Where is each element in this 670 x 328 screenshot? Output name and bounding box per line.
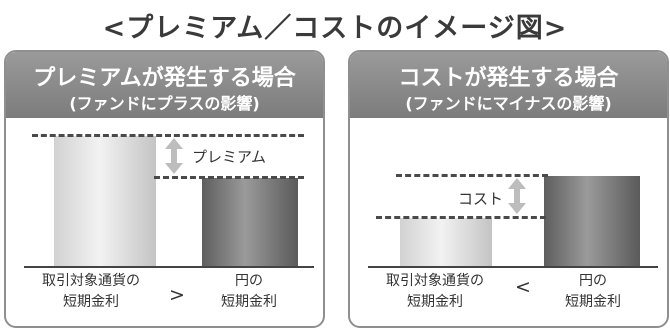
premium-panel-header: プレミアムが発生する場合 (ファンドにプラスの影響) [6,52,323,118]
yen-rate-label-line1: 円の [235,273,263,289]
greater-than-sign: > [169,284,185,306]
yen-rate-bar [544,176,640,266]
foreign-rate-label-line1: 取引対象通貨の [42,273,140,289]
cost-panel-title: コストが発生する場合 [398,66,619,91]
lower-level-line [154,176,304,179]
foreign-rate-bar [54,136,156,266]
premium-panel-title: プレミアムが発生する場合 [33,66,296,91]
premium-baseline [24,266,314,268]
foreign-rate-label-line1: 取引対象通貨の [386,273,484,289]
diagram-title: <プレミアム／コストのイメージ図> [102,13,568,44]
foreign-rate-label: 取引対象通貨の 短期金利 [16,271,166,313]
cost-panel-subtitle: (ファンドにマイナスの影響) [405,94,612,113]
foreign-rate-label: 取引対象通貨の 短期金利 [360,271,510,313]
double-headed-arrow-icon [165,138,183,174]
foreign-rate-label-line2: 短期金利 [63,294,119,310]
double-headed-arrow-icon [508,178,526,214]
premium-panel-subtitle: (ファンドにプラスの影響) [69,94,260,113]
less-than-sign: < [515,276,531,298]
cost-label: コスト [458,190,504,208]
yen-rate-bar [202,178,298,266]
yen-rate-label-line2: 短期金利 [221,294,277,310]
upper-level-line [32,134,304,137]
lower-level-line [376,216,546,219]
premium-panel: プレミアムが発生する場合 (ファンドにプラスの影響) プレミアム 取引対象通貨の… [4,50,325,328]
yen-rate-label-line1: 円の [579,273,607,289]
yen-rate-label: 円の 短期金利 [194,271,304,313]
upper-level-line [396,174,548,177]
cost-baseline [368,266,658,268]
yen-rate-label-line2: 短期金利 [565,294,621,310]
cost-panel-header: コストが発生する場合 (ファンドにマイナスの影響) [350,52,667,118]
premium-label: プレミアム [192,148,266,166]
yen-rate-label: 円の 短期金利 [538,271,648,313]
cost-panel: コストが発生する場合 (ファンドにマイナスの影響) コスト 取引対象通貨の 短期… [348,50,669,328]
foreign-rate-label-line2: 短期金利 [407,294,463,310]
foreign-rate-bar [400,218,492,266]
